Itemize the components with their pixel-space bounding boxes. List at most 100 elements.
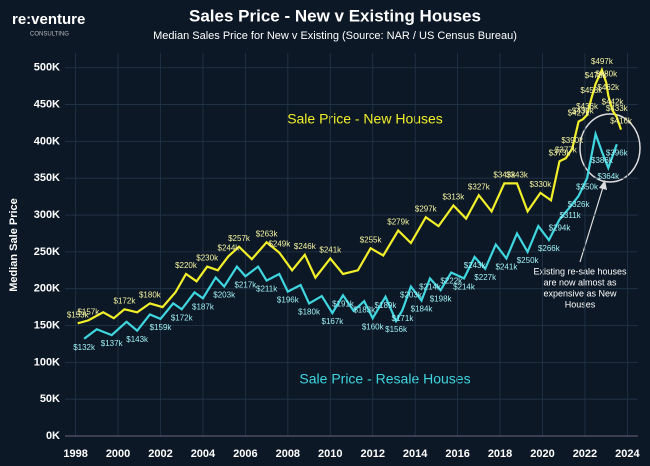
- data-label: $172k: [171, 313, 194, 322]
- data-label: $203k: [400, 291, 423, 300]
- data-label: $330k: [529, 180, 552, 189]
- annotation: Sale Price - Resale Houses: [299, 371, 470, 387]
- y-tick-label: 0K: [46, 430, 60, 442]
- y-tick-label: 500K: [34, 62, 60, 74]
- data-label: $480k: [595, 70, 618, 79]
- data-label: $143k: [126, 335, 149, 344]
- data-label: $187k: [192, 302, 215, 311]
- data-label: $198k: [430, 294, 453, 303]
- annotation: Houses: [565, 299, 596, 309]
- brand-tagline: CONSULTING: [30, 32, 69, 38]
- data-label: $189k: [375, 301, 398, 310]
- data-label: $377k: [555, 145, 578, 154]
- data-label: $157k: [77, 307, 100, 316]
- x-tick-label: 2002: [148, 448, 172, 460]
- x-tick-label: 2022: [573, 448, 597, 460]
- highlight-circle: [579, 113, 641, 183]
- data-label: $191k: [332, 299, 355, 308]
- x-tick-label: 2004: [191, 448, 216, 460]
- annotation-arrow: [579, 183, 605, 263]
- x-tick-label: 2020: [530, 448, 554, 460]
- data-label: $230k: [196, 254, 219, 263]
- y-tick-label: 350K: [34, 172, 60, 184]
- x-tick-label: 2006: [233, 448, 257, 460]
- data-label: $386k: [591, 156, 614, 165]
- data-label: $390k: [561, 136, 584, 145]
- data-label: $137k: [101, 339, 124, 348]
- annotation: are now almost as: [543, 277, 617, 287]
- data-label: $326k: [568, 200, 591, 209]
- data-label: $416k: [610, 117, 633, 126]
- data-label: $311k: [559, 211, 581, 220]
- data-label: $171k: [392, 314, 415, 323]
- x-tick-label: 2024: [615, 448, 640, 460]
- data-label: $430k: [572, 106, 595, 115]
- data-label: $257k: [228, 234, 251, 243]
- annotation: Sale Price - New Houses: [287, 111, 443, 127]
- data-label: $266k: [538, 244, 561, 253]
- line: [77, 66, 623, 325]
- data-label: $364k: [597, 172, 620, 181]
- x-tick-label: 2008: [276, 448, 300, 460]
- data-label: $196k: [277, 296, 300, 305]
- y-tick-label: 50K: [40, 393, 60, 405]
- y-tick-label: 300K: [34, 209, 60, 221]
- data-label: $350k: [576, 182, 599, 191]
- data-label: $279k: [387, 218, 410, 227]
- y-tick-label: 250K: [34, 246, 60, 258]
- data-label: $246k: [294, 242, 317, 251]
- x-tick-label: 2012: [360, 448, 384, 460]
- data-label: $244k: [218, 243, 241, 252]
- x-tick-label: 2016: [445, 448, 469, 460]
- brand-name: re:venture: [12, 11, 85, 28]
- x-tick-label: 2014: [403, 448, 428, 460]
- data-label: $255k: [360, 235, 383, 244]
- data-label: $442k: [602, 98, 625, 107]
- y-axis-label: Median Sale Price: [8, 198, 20, 292]
- data-label: $156k: [385, 325, 408, 334]
- data-label: $249k: [268, 240, 291, 249]
- data-label: $180k: [298, 308, 321, 317]
- x-tick-label: 2018: [488, 448, 512, 460]
- data-label: $217k: [234, 280, 257, 289]
- data-label: $183k: [353, 305, 376, 314]
- y-tick-label: 100K: [34, 356, 60, 368]
- y-tick-label: 450K: [34, 98, 60, 110]
- data-label: $263k: [256, 229, 279, 238]
- chart-subtitle: Median Sales Price for New v Existing (S…: [153, 30, 517, 42]
- data-label: $241k: [496, 263, 519, 272]
- data-label: $373k: [549, 148, 572, 157]
- data-label: $343k: [493, 170, 516, 179]
- data-label: $294k: [549, 224, 572, 233]
- data-label: $132k: [73, 343, 96, 352]
- y-tick-label: 200K: [34, 283, 60, 295]
- data-label: $211k: [256, 285, 278, 294]
- data-label: $297k: [415, 204, 438, 213]
- data-label: $214k: [453, 282, 476, 291]
- line: [83, 129, 618, 340]
- data-label: $222k: [440, 277, 463, 286]
- data-label: $396k: [606, 148, 629, 157]
- data-label: $203k: [213, 291, 236, 300]
- data-label: $220k: [175, 261, 198, 270]
- data-label: $250k: [517, 256, 540, 265]
- x-tick-label: 2010: [318, 448, 342, 460]
- data-label: $180k: [139, 291, 162, 300]
- data-label: $241k: [319, 246, 342, 255]
- data-label: $153k: [67, 310, 90, 319]
- data-label: $497k: [591, 57, 614, 66]
- data-label: $313k: [442, 193, 465, 202]
- data-label: $160k: [362, 322, 385, 331]
- data-label: $167k: [322, 317, 345, 326]
- data-label: $433k: [606, 104, 629, 113]
- chart-title: Sales Price - New v Existing Houses: [189, 6, 481, 25]
- data-label: $327k: [468, 182, 491, 191]
- annotation: Existing re-sale houses: [533, 266, 627, 276]
- annotation: expensive as New: [543, 288, 617, 298]
- y-tick-label: 400K: [34, 135, 60, 147]
- data-label: $159k: [150, 323, 173, 332]
- data-label: $227k: [474, 273, 497, 282]
